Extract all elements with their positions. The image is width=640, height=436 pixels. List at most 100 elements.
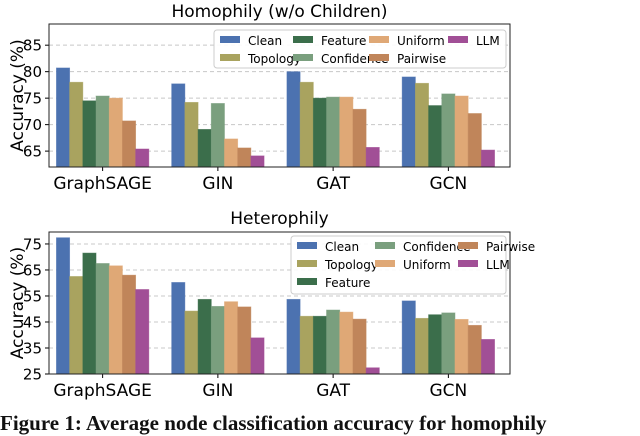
- bar-graphsage-clean: [56, 67, 71, 168]
- bar-graphsage-topology: [69, 276, 84, 375]
- bar-gat-confidence: [326, 96, 341, 168]
- bar-gcn-feature: [428, 314, 443, 375]
- legend-swatch-uniform: [369, 36, 389, 43]
- bar-gin-topology: [184, 101, 199, 168]
- legend-swatch-clean: [297, 242, 317, 249]
- bar-gin-confidence: [210, 103, 225, 168]
- legend-swatch-llm: [458, 260, 478, 267]
- bar-graphsage-clean: [56, 237, 71, 375]
- bar-gin-confidence: [210, 305, 225, 375]
- bar-graphsage-confidence: [95, 95, 110, 168]
- bar-gat-confidence: [326, 309, 341, 375]
- legend-label-feature: Feature: [325, 276, 370, 290]
- bar-gin-topology: [184, 310, 199, 375]
- legend-swatch-llm: [448, 36, 468, 43]
- bar-gcn-feature: [428, 105, 443, 168]
- bar-graphsage-topology: [69, 81, 84, 168]
- y-axis-label: Accuracy (%): [8, 247, 28, 359]
- bar-gat-topology: [299, 315, 314, 375]
- legend-swatch-feature: [293, 36, 313, 43]
- bar-gat-uniform: [339, 96, 354, 168]
- bar-gin-feature: [197, 128, 212, 168]
- legend-swatch-confidence: [293, 54, 313, 61]
- bar-gin-llm: [250, 155, 265, 168]
- bar-gcn-confidence: [441, 312, 456, 375]
- legend-label-uniform: Uniform: [397, 34, 445, 48]
- x-tick-label: GCN: [429, 174, 467, 194]
- plot-frame: [48, 23, 511, 168]
- bar-gat-feature: [312, 97, 327, 168]
- plot-frame: [48, 231, 511, 375]
- bar-gat-feature: [312, 315, 327, 375]
- bar-gcn-clean: [401, 300, 416, 375]
- bar-gat-pairwise: [352, 108, 367, 168]
- legend-swatch-pairwise: [458, 242, 478, 249]
- bar-graphsage-llm: [135, 289, 150, 375]
- y-tick-label: 35: [23, 339, 42, 357]
- bar-gin-feature: [197, 298, 212, 375]
- x-tick-label: GIN: [202, 174, 233, 194]
- x-tick-label: GraphSAGE: [53, 381, 152, 401]
- bar-gat-llm: [365, 147, 380, 168]
- legend-label-pairwise: Pairwise: [486, 240, 535, 254]
- x-tick-label: GIN: [202, 381, 233, 401]
- bar-gcn-pairwise: [467, 324, 482, 375]
- figure-caption: Figure 1: Average node classification ac…: [0, 411, 547, 435]
- legend-swatch-clean: [220, 36, 240, 43]
- heterophily-chart: Heterophily Accuracy (%) 25 35 45 55 65 75 Graph…: [8, 209, 535, 401]
- bar-gcn-topology: [414, 82, 429, 168]
- legend-label-pairwise: Pairwise: [397, 52, 446, 66]
- bar-gin-llm: [250, 337, 265, 375]
- bar-gcn-topology: [414, 317, 429, 375]
- bar-gcn-llm: [480, 339, 495, 375]
- bar-gin-clean: [171, 83, 186, 168]
- chart-title: Heterophily: [230, 209, 328, 229]
- legend-swatch-pairwise: [369, 54, 389, 61]
- legend-label-clean: Clean: [248, 34, 282, 48]
- legend-box: [213, 29, 507, 69]
- y-tick-label: 65: [23, 261, 42, 279]
- legend-swatch-topology: [220, 54, 240, 61]
- bar-graphsage-confidence: [95, 263, 110, 375]
- y-tick-label: 25: [23, 366, 42, 384]
- chart-title: Homophily (w/o Children): [171, 2, 387, 22]
- legend-swatch-confidence: [375, 242, 395, 249]
- legend-label-topology: Topology: [247, 52, 301, 66]
- legend: Clean Topology Feature Confidence Uniform Pai…: [290, 235, 535, 295]
- y-tick-label: 55: [23, 287, 42, 305]
- bar-graphsage-pairwise: [122, 120, 137, 168]
- bar-gin-uniform: [224, 301, 239, 375]
- legend-label-clean: Clean: [325, 240, 359, 254]
- y-tick-label: 75: [23, 90, 42, 108]
- legend-swatch-uniform: [375, 260, 395, 267]
- legend-label-uniform: Uniform: [403, 258, 451, 272]
- bar-graphsage-llm: [135, 148, 150, 168]
- y-axis-label: Accuracy (%): [8, 39, 28, 151]
- bar-graphsage-pairwise: [122, 274, 137, 375]
- y-tick-label: 45: [23, 313, 42, 331]
- legend-label-feature: Feature: [321, 34, 366, 48]
- bar-graphsage-uniform: [108, 97, 123, 168]
- bar-gin-pairwise: [237, 147, 252, 168]
- legend-label-llm: LLM: [476, 34, 500, 48]
- bar-gat-pairwise: [352, 318, 367, 375]
- homophily-chart: Homophily (w/o Children) Accuracy (%)65 70…: [8, 2, 511, 194]
- y-tick-label: 85: [23, 37, 42, 55]
- legend-label-topology: Topology: [324, 258, 378, 272]
- x-tick-label: GAT: [316, 381, 350, 401]
- bar-gin-pairwise: [237, 306, 252, 375]
- bar-gat-clean: [286, 298, 301, 375]
- bar-gat-llm: [365, 367, 380, 375]
- legend-swatch-feature: [297, 278, 317, 285]
- bar-gcn-confidence: [441, 93, 456, 168]
- y-tick-label: 65: [23, 143, 42, 161]
- bar-gat-topology: [299, 81, 314, 168]
- bar-gin-uniform: [224, 138, 239, 168]
- bar-gcn-uniform: [454, 318, 469, 375]
- bar-graphsage-uniform: [108, 265, 123, 375]
- y-tick-label: 75: [23, 235, 42, 253]
- legend-label-llm: LLM: [486, 258, 510, 272]
- x-tick-label: GraphSAGE: [53, 174, 152, 194]
- legend-label-confidence: Confidence: [403, 240, 470, 254]
- bar-gcn-pairwise: [467, 113, 482, 168]
